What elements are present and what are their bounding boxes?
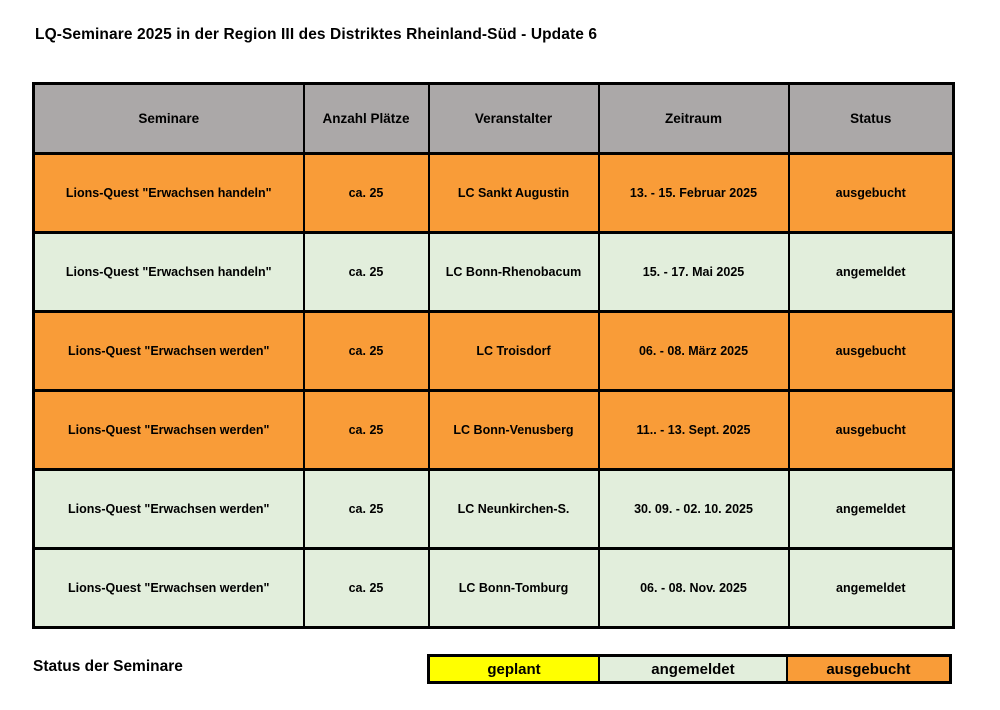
cell-veranstalter: LC Neunkirchen-S. xyxy=(427,468,600,550)
col-header-zeitraum: Zeitraum xyxy=(597,82,790,155)
legend-item-angemeldet: angemeldet xyxy=(598,657,786,681)
cell-status: angemeldet xyxy=(787,468,955,550)
col-header-anzahl-plaetze: Anzahl Plätze xyxy=(302,82,430,155)
cell-status: ausgebucht xyxy=(787,152,955,234)
status-legend: geplant angemeldet ausgebucht xyxy=(427,654,952,684)
col-header-status: Status xyxy=(787,82,955,155)
header-row: Seminare Anzahl Plätze Veranstalter Zeit… xyxy=(32,82,955,155)
cell-zeitraum: 15. - 17. Mai 2025 xyxy=(597,231,790,313)
cell-seminar: Lions-Quest "Erwachsen werden" xyxy=(32,547,305,629)
col-header-veranstalter: Veranstalter xyxy=(427,82,600,155)
table-row: Lions-Quest "Erwachsen werden" ca. 25 LC B… xyxy=(32,389,955,471)
table-row: Lions-Quest "Erwachsen handeln" ca. 25 LC … xyxy=(32,152,955,234)
cell-seminar: Lions-Quest "Erwachsen handeln" xyxy=(32,152,305,234)
table-body: Lions-Quest "Erwachsen handeln" ca. 25 LC … xyxy=(32,152,955,629)
cell-veranstalter: LC Bonn-Rhenobacum xyxy=(427,231,600,313)
cell-anzahl-plaetze: ca. 25 xyxy=(302,547,430,629)
table-row: Lions-Quest "Erwachsen werden" ca. 25 LC T… xyxy=(32,310,955,392)
cell-anzahl-plaetze: ca. 25 xyxy=(302,231,430,313)
cell-zeitraum: 06. - 08. Nov. 2025 xyxy=(597,547,790,629)
cell-zeitraum: 06. - 08. März 2025 xyxy=(597,310,790,392)
legend-item-ausgebucht: ausgebucht xyxy=(785,657,949,681)
table-row: Lions-Quest "Erwachsen werden" ca. 25 LC B… xyxy=(32,547,955,629)
cell-seminar: Lions-Quest "Erwachsen werden" xyxy=(32,468,305,550)
legend-title: Status der Seminare xyxy=(33,658,183,675)
cell-anzahl-plaetze: ca. 25 xyxy=(302,152,430,234)
cell-anzahl-plaetze: ca. 25 xyxy=(302,389,430,471)
cell-anzahl-plaetze: ca. 25 xyxy=(302,310,430,392)
cell-seminar: Lions-Quest "Erwachsen handeln" xyxy=(32,231,305,313)
cell-veranstalter: LC Bonn-Venusberg xyxy=(427,389,600,471)
cell-zeitraum: 11.. - 13. Sept. 2025 xyxy=(597,389,790,471)
cell-seminar: Lions-Quest "Erwachsen werden" xyxy=(32,389,305,471)
legend-item-geplant: geplant xyxy=(430,657,599,681)
cell-status: ausgebucht xyxy=(787,389,955,471)
cell-veranstalter: LC Sankt Augustin xyxy=(427,152,600,234)
cell-zeitraum: 13. - 15. Februar 2025 xyxy=(597,152,790,234)
cell-anzahl-plaetze: ca. 25 xyxy=(302,468,430,550)
cell-veranstalter: LC Troisdorf xyxy=(427,310,600,392)
table-row: Lions-Quest "Erwachsen werden" ca. 25 LC N… xyxy=(32,468,955,550)
cell-zeitraum: 30. 09. - 02. 10. 2025 xyxy=(597,468,790,550)
cell-seminar: Lions-Quest "Erwachsen werden" xyxy=(32,310,305,392)
cell-status: angemeldet xyxy=(787,547,955,629)
cell-veranstalter: LC Bonn-Tomburg xyxy=(427,547,600,629)
cell-status: angemeldet xyxy=(787,231,955,313)
cell-status: ausgebucht xyxy=(787,310,955,392)
seminar-table: Seminare Anzahl Plätze Veranstalter Zeit… xyxy=(32,82,955,629)
table-row: Lions-Quest "Erwachsen handeln" ca. 25 LC … xyxy=(32,231,955,313)
page-title: LQ-Seminare 2025 in der Region III des D… xyxy=(35,26,598,43)
col-header-seminare: Seminare xyxy=(32,82,305,155)
